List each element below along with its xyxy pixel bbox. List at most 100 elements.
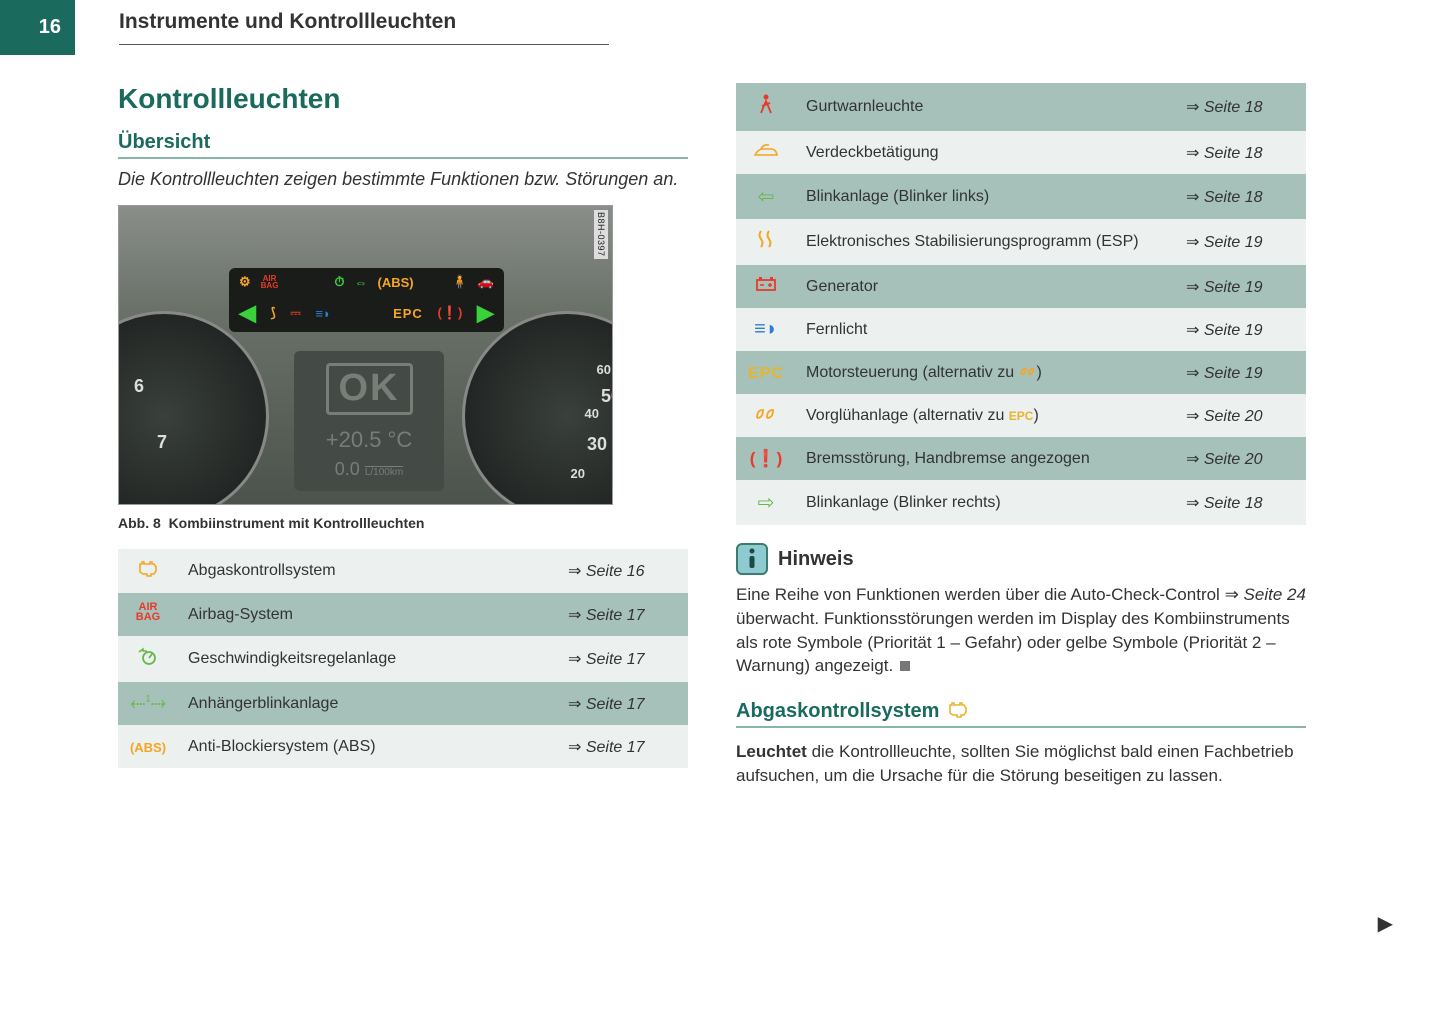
row-desc: Elektronisches Stabilisierungsprogramm (… xyxy=(796,219,1176,265)
blinker-right-icon: ▶ xyxy=(477,300,494,326)
row-desc: Blinkanlage (Blinker links) xyxy=(796,174,1176,219)
row-icon-cell xyxy=(736,394,796,437)
speed-gauge: 80 70 60 50 40 30 20 xyxy=(462,311,613,505)
row-desc: Gurtwarnleuchte xyxy=(796,83,1176,131)
row-desc: Generator xyxy=(796,265,1176,308)
row-icon-cell: (ABS) xyxy=(118,725,178,768)
rpm-gauge: 0 5 6 7 xyxy=(118,311,269,505)
table-row: ⬸1⤑ Anhängerblinkanlage⇒ Seite 17 xyxy=(118,682,688,725)
hint-title: Hinweis xyxy=(778,548,854,571)
row-ref: ⇒ Seite 17 xyxy=(558,725,688,768)
info-icon xyxy=(736,543,768,575)
continue-arrow-icon: ▶ xyxy=(1378,911,1393,936)
sec2-bold: Leuchtet xyxy=(736,742,807,761)
rpm-7: 7 xyxy=(157,432,167,453)
blink-left-icon: ⇦ xyxy=(758,186,775,208)
table-row: ≡◗Fernlicht⇒ Seite 19 xyxy=(736,308,1306,351)
row-desc: Motorsteuerung (alternativ zu ) xyxy=(796,351,1176,394)
table-row: Abgaskontrollsystem⇒ Seite 16 xyxy=(118,549,688,593)
row-icon-cell xyxy=(736,131,796,174)
brake-icon: (❗) xyxy=(750,449,783,468)
roof-icon xyxy=(753,141,779,163)
trailer-blink-icon: ⇔ xyxy=(355,275,368,290)
center-display: OK +20.5 °C 0.0 L/100km xyxy=(294,351,444,491)
trailer-icon: ⬸1⤑ xyxy=(129,692,166,714)
table-row: Vorglühanlage (alternativ zu EPC)⇒ Seite… xyxy=(736,394,1306,437)
spd-30: 30 xyxy=(587,434,607,455)
row-icon-cell xyxy=(118,549,178,593)
row-desc: Anhängerblinkanlage xyxy=(178,682,558,725)
row-ref: ⇒ Seite 20 xyxy=(1176,437,1306,480)
table-row: Geschwindigkeitsregelanlage⇒ Seite 17 xyxy=(118,636,688,682)
intro-text: Die Kontrollleuchten zeigen bestimmte Fu… xyxy=(118,167,688,191)
warning-table-a: Abgaskontrollsystem⇒ Seite 16AIRBAGAirba… xyxy=(118,549,688,768)
row-icon-cell: (❗) xyxy=(736,437,796,480)
page-header: 16 Instrumente und Kontrollleuchten xyxy=(0,0,1445,55)
spd-40: 40 xyxy=(585,406,599,421)
warning-light-panel: ⚙ AIRBAG ⏱ ⇔ (ABS) 🧍 🚗 ◀ ⟆ ⎓ ≡◗ EPC xyxy=(229,268,504,332)
row-ref: ⇒ Seite 19 xyxy=(1176,219,1306,265)
caption-prefix: Abb. 8 xyxy=(118,515,161,531)
abs-icon: (ABS) xyxy=(130,740,166,755)
sec2-heading-text: Abgaskontrollsystem xyxy=(736,700,939,723)
brake-icon: (❗) xyxy=(438,305,463,321)
dashboard-photo: B8H-0397 ⚙ AIRBAG ⏱ ⇔ (ABS) 🧍 🚗 ◀ ⟆ ⎓ xyxy=(118,205,613,505)
table-row: EPCMotorsteuerung (alternativ zu )⇒ Seit… xyxy=(736,351,1306,394)
engine-icon: ⚙ xyxy=(239,274,251,290)
table-row: ⇦Blinkanlage (Blinker links)⇒ Seite 18 xyxy=(736,174,1306,219)
cruise-icon xyxy=(137,649,159,671)
figure-code: B8H-0397 xyxy=(594,210,608,259)
cons-value: 0.0 xyxy=(335,459,360,479)
airbag-icon: AIRBAG xyxy=(261,275,279,289)
row-ref: ⇒ Seite 18 xyxy=(1176,131,1306,174)
main-heading: Kontrollleuchten xyxy=(118,83,688,115)
epc-icon: EPC xyxy=(1009,409,1034,423)
row-icon-cell xyxy=(736,219,796,265)
row-ref: ⇒ Seite 19 xyxy=(1176,265,1306,308)
airbag-icon: AIRBAG xyxy=(136,603,160,623)
row-icon-cell xyxy=(118,636,178,682)
hint-body-1: Eine Reihe von Funktionen werden über di… xyxy=(736,585,1225,604)
row-ref: ⇒ Seite 19 xyxy=(1176,308,1306,351)
end-marker-icon xyxy=(900,661,910,671)
glow-icon xyxy=(1019,364,1037,380)
display-temp: +20.5 °C xyxy=(326,427,412,453)
subheading-uebersicht: Übersicht xyxy=(118,131,688,159)
right-column: Gurtwarnleuchte⇒ Seite 18Verdeckbetätigu… xyxy=(736,83,1306,788)
table-row: Gurtwarnleuchte⇒ Seite 18 xyxy=(736,83,1306,131)
subheading-abgas: Abgaskontrollsystem xyxy=(736,700,1306,728)
display-ok: OK xyxy=(326,363,413,415)
row-ref: ⇒ Seite 16 xyxy=(558,549,688,593)
caption-text: Kombiinstrument mit Kontrollleuchten xyxy=(169,515,425,531)
table-row: Verdeckbetätigung⇒ Seite 18 xyxy=(736,131,1306,174)
table-row: (❗)Bremsstörung, Handbremse angezogen⇒ S… xyxy=(736,437,1306,480)
seatbelt-icon xyxy=(757,98,775,120)
section-title: Instrumente und Kontrollleuchten xyxy=(119,10,609,45)
battery-icon: ⎓ xyxy=(290,305,300,321)
row-ref: ⇒ Seite 20 xyxy=(1176,394,1306,437)
spd-50: 50 xyxy=(601,386,613,407)
highbeam-icon: ≡◗ xyxy=(315,306,330,321)
row-icon-cell xyxy=(736,83,796,131)
sec2-text: die Kontrollleuchte, sollten Sie möglich… xyxy=(736,742,1294,785)
hint-body: Eine Reihe von Funktionen werden über di… xyxy=(736,583,1306,678)
sec2-body: Leuchtet die Kontrollleuchte, sollten Si… xyxy=(736,740,1306,788)
row-ref: ⇒ Seite 17 xyxy=(558,682,688,725)
esp-icon: ⟆ xyxy=(271,305,276,321)
table-row: ⇨Blinkanlage (Blinker rechts)⇒ Seite 18 xyxy=(736,480,1306,525)
display-consumption: 0.0 L/100km xyxy=(335,459,403,480)
spd-60: 60 xyxy=(597,362,611,377)
row-icon-cell: ⬸1⤑ xyxy=(118,682,178,725)
figure-caption: Abb. 8 Kombiinstrument mit Kontrollleuch… xyxy=(118,515,688,531)
engine-icon xyxy=(137,560,159,582)
engine-icon xyxy=(947,700,969,723)
table-row: Generator⇒ Seite 19 xyxy=(736,265,1306,308)
cons-unit: L/100km xyxy=(365,467,403,478)
row-desc: Fernlicht xyxy=(796,308,1176,351)
battery-icon xyxy=(755,275,777,297)
row-ref: ⇒ Seite 17 xyxy=(558,636,688,682)
row-icon-cell: ≡◗ xyxy=(736,308,796,351)
row-desc: Vorglühanlage (alternativ zu EPC) xyxy=(796,394,1176,437)
esp-icon xyxy=(755,232,777,254)
warning-table-b: Gurtwarnleuchte⇒ Seite 18Verdeckbetätigu… xyxy=(736,83,1306,525)
